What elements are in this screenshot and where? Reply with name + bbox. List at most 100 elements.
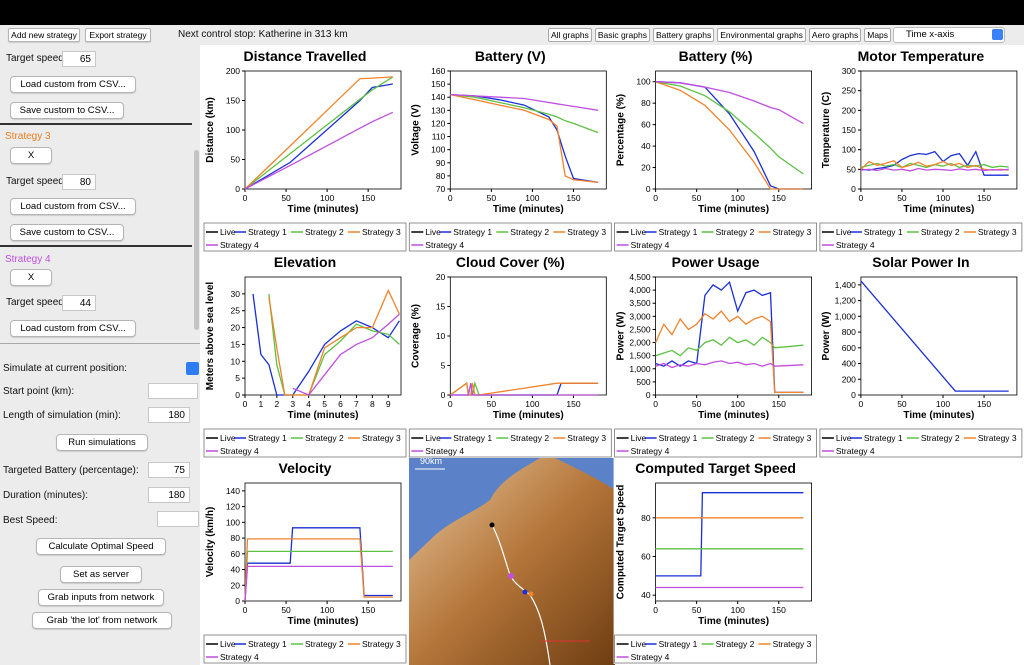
plot-frame [244, 276, 402, 396]
x-tick-label: 50 [897, 399, 907, 409]
label: Duration (minutes): [3, 490, 89, 501]
plot-frame [655, 70, 812, 190]
button[interactable]: Grab 'the lot' from network [32, 612, 172, 629]
series-line [655, 81, 804, 190]
label: Simulate at current position: [3, 363, 127, 374]
toolbar: Add new strategy Export strategy Next co… [0, 25, 1024, 45]
x-axis-label: Time (minutes) [288, 410, 359, 421]
y-tick-label: 5 [235, 373, 240, 383]
button[interactable]: Set as server [60, 566, 142, 583]
series-line [860, 167, 1009, 172]
chart-panel: Power Usage05001,0001,5002,0002,5003,000… [613, 252, 818, 458]
button[interactable]: Load custom from CSV... [10, 76, 136, 93]
legend [614, 428, 817, 458]
button[interactable]: Load custom from CSV... [10, 198, 136, 215]
spinner[interactable]: 44 [62, 295, 96, 311]
x-tick-label: 50 [897, 193, 907, 203]
legend-label: Strategy 1 [864, 227, 903, 237]
tab[interactable]: Aero graphs [808, 28, 862, 42]
x-tick-label: 100 [525, 193, 539, 203]
tab[interactable]: Maps [864, 28, 892, 42]
y-axis-label: Temperature (C) [821, 92, 832, 169]
legend-label: Strategy 2 [305, 639, 344, 649]
legend [408, 222, 612, 252]
y-tick-label: 15 [436, 302, 446, 312]
x-tick-label: 150 [977, 399, 991, 409]
separator [0, 245, 192, 247]
map-point [508, 573, 514, 579]
text-field[interactable]: 75 [148, 462, 190, 478]
x-tick-label: 50 [281, 193, 291, 203]
y-tick-label: 40 [641, 141, 651, 151]
button[interactable]: Add new strategy [8, 28, 80, 42]
y-tick-label: 20 [231, 323, 241, 333]
label: Target speed: [6, 176, 67, 187]
x-tick-label: 1 [259, 399, 264, 409]
spinner[interactable]: 65 [62, 51, 96, 67]
legend [408, 428, 612, 458]
button[interactable]: Calculate Optimal Speed [36, 538, 166, 555]
x-axis-label: Time (minutes) [698, 410, 769, 421]
x-tick-label: 100 [731, 399, 745, 409]
x-tick-label: 2 [274, 399, 279, 409]
series-line [268, 288, 400, 396]
series-line [860, 150, 1009, 176]
text-field[interactable] [148, 383, 198, 399]
button[interactable]: Save custom to CSV... [10, 102, 124, 119]
y-tick-label: 0 [851, 390, 856, 400]
x-tick-label: 7 [354, 399, 359, 409]
text-field[interactable]: 180 [148, 407, 190, 423]
remove-button[interactable]: X [10, 147, 52, 164]
series-line [655, 310, 804, 394]
legend-label: Live [631, 227, 647, 237]
button[interactable]: Export strategy [85, 28, 151, 42]
y-tick-label: 600 [842, 343, 856, 353]
series-line [268, 293, 400, 396]
chart-panel: Elevation 0 5 10 15 20 25 30 0 1 2 3 4 5 6 7 8 9 Time (min… [203, 252, 407, 458]
label: Best Speed: [3, 515, 58, 526]
checkbox[interactable] [186, 362, 199, 375]
dropdown-value: Time x-axis [906, 29, 955, 40]
series-line [655, 81, 804, 125]
series-line [292, 313, 400, 396]
y-tick-label: 20 [436, 272, 446, 282]
y-axis-label: Distance (km) [205, 97, 216, 163]
text-field[interactable]: 180 [148, 487, 190, 503]
x-tick-label: 0 [448, 399, 453, 409]
y-tick-label: 0 [235, 596, 240, 606]
panel-background [408, 252, 613, 458]
tab[interactable]: All graphs [548, 28, 592, 42]
legend-label: Strategy 2 [510, 433, 549, 443]
button[interactable]: Grab inputs from network [38, 589, 164, 606]
legend-label: Strategy 4 [425, 446, 464, 456]
y-tick-label: 4,500 [629, 272, 651, 282]
legend-label: Strategy 3 [978, 227, 1017, 237]
x-tick-label: 100 [731, 193, 745, 203]
tab[interactable]: Battery graphs [652, 28, 715, 42]
tab[interactable]: Environmental graphs [717, 28, 806, 42]
y-tick-label: 1,400 [835, 280, 857, 290]
button[interactable]: Save custom to CSV... [10, 224, 124, 241]
button[interactable]: Run simulations [56, 434, 148, 451]
spinner[interactable]: 80 [62, 174, 96, 190]
y-tick-label: 60 [641, 120, 651, 130]
x-tick-label: 100 [731, 605, 745, 615]
tab[interactable]: Basic graphs [594, 28, 650, 42]
remove-button[interactable]: X [10, 269, 52, 286]
y-tick-label: 60 [641, 552, 651, 562]
dropdown[interactable]: Time x-axis [893, 27, 1005, 43]
legend-label: Strategy 1 [248, 227, 287, 237]
y-tick-label: 110 [432, 132, 446, 142]
title-bar [0, 0, 1024, 25]
panel-background [818, 252, 1023, 458]
y-tick-label: 100 [226, 517, 240, 527]
x-tick-label: 9 [386, 399, 391, 409]
series-line [655, 336, 804, 357]
text-field[interactable] [157, 511, 199, 527]
y-tick-label: 0 [441, 390, 446, 400]
legend-label: Live [220, 433, 236, 443]
button[interactable]: Load custom from CSV... [10, 320, 136, 337]
legend-label: Live [220, 227, 236, 237]
y-tick-label: 1,000 [835, 311, 857, 321]
y-tick-label: 5 [441, 361, 446, 371]
